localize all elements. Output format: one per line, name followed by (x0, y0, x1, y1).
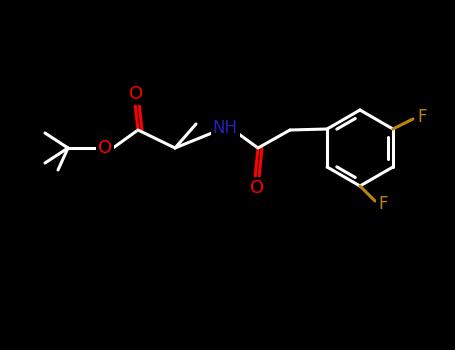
Text: NH: NH (212, 119, 238, 137)
Text: O: O (250, 179, 264, 197)
Text: F: F (417, 108, 427, 126)
Text: F: F (378, 195, 388, 213)
Text: O: O (129, 85, 143, 103)
Text: O: O (98, 139, 112, 157)
